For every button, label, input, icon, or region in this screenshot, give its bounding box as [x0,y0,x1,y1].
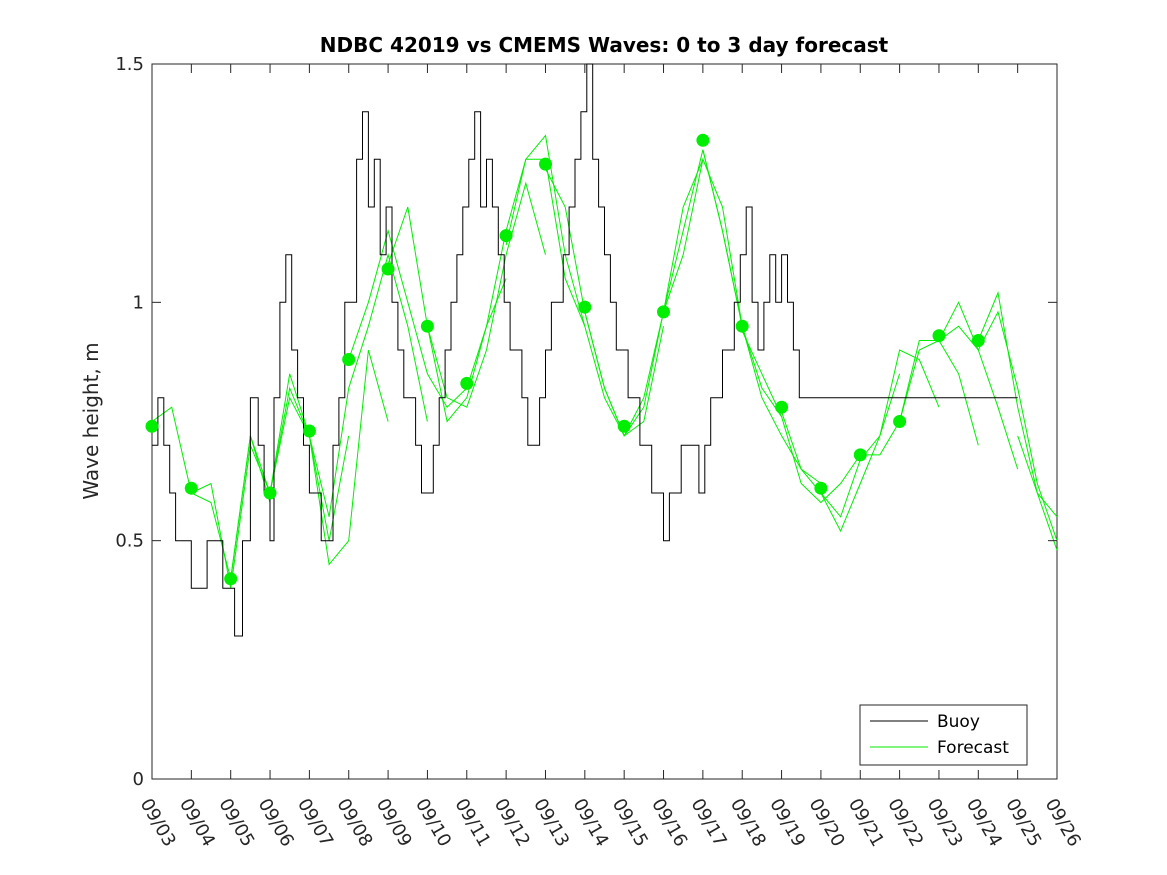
forecast-line [938,310,1058,541]
buoy-line [152,63,1018,637]
forecast-line [348,228,468,409]
forecast-marker [932,329,946,343]
forecast-marker [420,319,434,333]
forecast-line [308,252,428,517]
legend-forecast-label: Forecast [937,738,1009,758]
forecast-line [860,340,979,456]
forecast-marker [893,415,907,428]
forecast-line [269,349,389,566]
forecast-marker [971,334,985,347]
buoy-line-group [152,63,1018,637]
y-axis-label: Wave height, m [79,342,103,499]
y-tick-label: 1.5 [115,54,144,75]
plot-frame [151,63,1058,780]
chart-title: NDBC 42019 vs CMEMS Waves: 0 to 3 day fo… [320,33,889,57]
legend-buoy-label: Buoy [937,712,980,732]
forecast-line [663,157,783,417]
forecast-line [899,301,1019,470]
forecast-marker [814,481,828,495]
legend-box [859,704,1028,766]
forecast-marker [263,486,277,500]
forecast-line [820,349,940,518]
forecast-marker [381,262,395,276]
forecast-line [1017,435,1058,551]
forecast-marker [617,419,631,433]
y-tick-label: 1 [133,292,144,313]
forecast-line [584,159,704,437]
forecast-markers [145,133,985,586]
y-tick-label: 0 [133,769,144,790]
forecast-marker [735,319,749,333]
forecast-marker [539,157,552,171]
y-tick-label: 0.5 [115,531,144,552]
forecast-marker [145,419,159,433]
forecast-marker [696,133,710,147]
forecast-marker [460,376,474,390]
forecast-marker [499,229,513,243]
forecast-marker [342,353,356,366]
legend: Buoy Forecast [859,704,1028,766]
plot-area [151,63,1058,780]
forecast-line [977,291,1058,518]
forecast-marker [184,481,198,495]
forecast-marker [853,448,867,462]
forecast-line [426,181,546,408]
forecast-marker [578,300,592,314]
forecast-line [741,330,861,504]
forecast-marker [302,424,316,438]
forecast-marker [657,305,670,319]
forecast-marker [775,400,789,414]
forecast-marker [224,572,238,586]
